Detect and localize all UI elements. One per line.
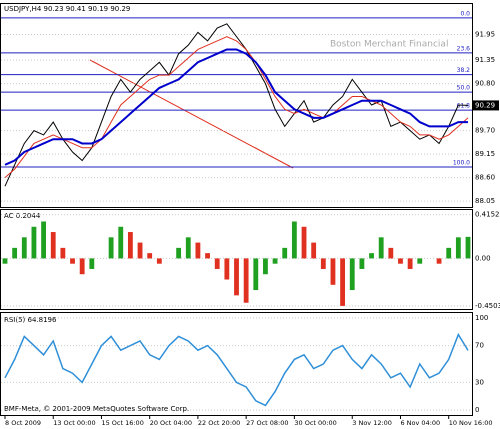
bar [118,226,124,259]
bar [137,242,143,259]
bar [398,258,403,264]
bar [417,258,423,264]
x-tick-label: 30 Oct 00:00 [294,419,336,427]
price-line [4,48,468,166]
bar [79,258,85,275]
bar [12,247,18,259]
chart-title: USDJPY,H4 90.23 90.41 90.19 90.29 [4,5,130,13]
bar [282,247,288,259]
bar [21,237,27,259]
bar [311,242,317,259]
y-tick-label: 89.15 [475,150,495,158]
rsi-title: RSI(5) 64.8196 [4,316,57,324]
y-tick-label: 0.00 [475,254,491,262]
x-tick-label: 8 Oct 2009 [5,419,41,427]
bar [340,258,346,306]
bar [320,258,326,269]
bar [465,236,471,259]
bar [388,247,394,259]
bar [89,258,95,269]
fibo-label: 100.0 [453,159,470,166]
bar [224,258,230,280]
x-tick-label: 15 Oct 16:00 [101,419,143,427]
bar [60,247,66,259]
x-tick-label: 3 Nov 12:00 [352,419,392,427]
bar [176,247,182,259]
x-tick-label: 6 Nov 04:00 [400,419,440,427]
bar [156,258,162,264]
fibo-label: 0.0 [460,10,470,17]
fibo-label: 61.8 [457,103,471,110]
price-box [473,100,499,111]
x-tick-label: 22 Oct 20:00 [198,419,240,427]
bar [108,237,114,259]
bar [349,258,355,291]
fibo-label: 50.0 [457,85,471,92]
x-tick-label: 20 Oct 04:00 [150,419,192,427]
rsi-line [4,332,469,407]
y-tick-label: 89.70 [475,127,495,135]
y-tick-label: 88.60 [475,174,495,182]
bar [234,258,239,296]
ac-title: AC 0.2044 [4,212,41,220]
price-line [4,36,469,179]
x-tick-label: 10 Nov 16:00 [449,419,493,427]
bar [243,258,249,303]
y-tick-label: -0.4503 [475,302,500,310]
x-tick-label: 13 Oct 00:00 [53,419,95,427]
bar [330,258,336,285]
y-tick-label: 88.05 [475,197,495,205]
bar [369,253,374,259]
bar [70,258,75,264]
bar [263,258,268,275]
bar [147,253,153,259]
watermark: Boston Merchant Financial [330,40,448,50]
bar [205,253,210,259]
rsi-panel [0,312,473,416]
y-tick-label: 100 [475,314,488,322]
bar [127,232,133,259]
bar [253,258,259,291]
y-tick-label: 0 [475,406,479,414]
fibo-label: 23.6 [457,45,471,52]
bar [31,226,37,259]
y-tick-label: 0.4152 [475,211,500,219]
y-tick-label: 91.35 [475,56,495,64]
footer: BMF-Meta, © 2001-2009 MetaQuotes Softwar… [4,405,189,413]
ac-panel [0,209,473,310]
price-label: 90.29 [475,101,495,109]
bar [2,258,8,264]
y-tick-label: 90.80 [475,80,495,88]
bar [301,226,307,259]
bar [407,258,413,269]
y-tick-label: 91.95 [475,30,495,38]
bar [50,232,56,259]
x-tick-label: 27 Oct 08:00 [246,419,288,427]
bar [359,258,365,269]
bar [195,242,201,259]
bar [41,221,46,259]
fibo-label: 38.2 [457,67,471,74]
price-panel [0,3,473,208]
bar [291,221,297,259]
bar [446,247,452,259]
bar [185,237,191,259]
trend-line [89,59,294,169]
bar [214,258,220,269]
bar [378,237,384,259]
bar [272,258,278,264]
y-tick-label: 30 [475,378,484,386]
y-tick-label: 70 [475,342,484,350]
price-line [4,23,469,187]
bar [455,237,461,259]
bar [436,258,442,264]
